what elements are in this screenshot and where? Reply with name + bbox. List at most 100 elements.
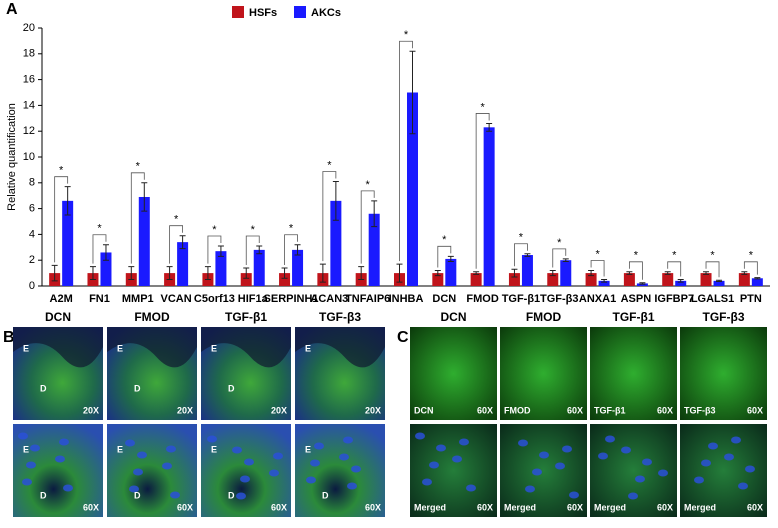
significance-star: * <box>97 223 102 235</box>
stain-label: Merged <box>504 502 536 512</box>
bar <box>598 280 610 286</box>
micrograph <box>680 327 767 420</box>
magnification: 60X <box>657 405 673 415</box>
region-label: D <box>40 383 47 393</box>
stain-label: FMOD <box>504 405 531 415</box>
micrographs: B DCN FMOD TGF-β1 TGF-β3 20X E D 20X E D 20X E D 20X E 6… <box>3 310 767 517</box>
significance-star: * <box>59 165 64 177</box>
x-tick-label: A2M <box>50 293 73 305</box>
bar <box>547 273 559 286</box>
nucleus <box>137 451 147 459</box>
nucleus <box>569 491 579 499</box>
significance-bracket <box>552 248 567 268</box>
bar <box>585 273 597 286</box>
significance-bracket <box>322 171 337 262</box>
nucleus <box>26 461 36 469</box>
nucleus <box>525 485 535 493</box>
error-bar <box>141 182 148 212</box>
stain-label: Merged <box>684 502 716 512</box>
error-bar <box>447 255 454 262</box>
x-tick-label: MMP1 <box>122 293 154 305</box>
y-tick-label: 10 <box>23 151 35 163</box>
error-bar <box>89 266 96 281</box>
nucleus <box>621 446 631 454</box>
region-label: E <box>117 343 123 353</box>
bar <box>700 273 712 286</box>
nucleus <box>343 436 353 444</box>
bar <box>138 196 150 286</box>
significance-bracket <box>437 245 452 268</box>
legend-swatch <box>294 6 306 18</box>
x-tick-label: ACAN3 <box>310 293 348 305</box>
magnification: 20X <box>177 405 193 415</box>
x-tick-label: TGF-β3 <box>540 293 579 305</box>
significance-star: * <box>366 179 371 191</box>
magnification: 20X <box>271 405 287 415</box>
nucleus <box>207 435 217 443</box>
nucleus <box>347 482 357 490</box>
region-label: E <box>211 444 217 454</box>
nucleus <box>555 462 565 470</box>
nucleus <box>694 476 704 484</box>
micrograph <box>500 424 587 517</box>
nucleus <box>306 476 316 484</box>
nucleus <box>708 442 718 450</box>
error-bar <box>473 271 480 275</box>
legend-swatch <box>232 6 244 18</box>
epidermis <box>13 327 103 368</box>
significance-bracket <box>399 40 413 262</box>
bar <box>292 249 304 286</box>
error-bar <box>588 270 595 277</box>
nucleus <box>314 442 324 450</box>
magnification: 60X <box>747 405 763 415</box>
nucleus <box>55 455 65 463</box>
bar-chart: 0 2 4 6 8 10 12 14 16 18 20 HSFs AKCs A2M * FN1 * MMP1 * VC… <box>23 6 770 305</box>
bar <box>713 280 725 286</box>
nucleus <box>628 492 638 500</box>
magnification: 60X <box>365 502 381 512</box>
bar <box>738 273 750 286</box>
error-bar <box>741 271 748 275</box>
nucleus <box>162 462 172 470</box>
significance-star: * <box>519 232 524 244</box>
nucleus <box>63 484 73 492</box>
nucleus <box>429 461 439 469</box>
column-header: TGF-β3 <box>703 310 745 324</box>
error-bar <box>664 271 671 275</box>
stain-label: Merged <box>594 502 626 512</box>
error-bar <box>179 235 186 250</box>
error-bar <box>562 258 569 262</box>
nucleus <box>562 445 572 453</box>
nucleus <box>436 444 446 452</box>
nucleus <box>166 445 176 453</box>
significance-bracket <box>169 225 184 264</box>
significance-bracket <box>245 235 260 265</box>
bar <box>751 278 763 286</box>
x-tick-label: IGFBP7 <box>654 293 694 305</box>
magnification: 20X <box>365 405 381 415</box>
stain-label: TGF-β3 <box>684 405 716 415</box>
significance-star: * <box>595 248 600 260</box>
bar <box>253 249 265 286</box>
significance-star: * <box>404 29 409 41</box>
significance-bracket <box>667 261 682 277</box>
nucleus <box>745 465 755 473</box>
column-header: FMOD <box>526 310 562 324</box>
bar <box>279 273 291 286</box>
error-bar <box>639 282 646 285</box>
significance-star: * <box>289 223 294 235</box>
x-tick-label: VCAN <box>161 293 192 305</box>
micrograph <box>410 327 497 420</box>
magnification: 60X <box>83 502 99 512</box>
magnification: 20X <box>83 405 99 415</box>
error-bar <box>256 245 263 255</box>
nucleus <box>539 451 549 459</box>
y-tick-label: 4 <box>29 228 35 240</box>
bar <box>240 273 252 286</box>
nucleus <box>642 458 652 466</box>
magnification: 60X <box>477 405 493 415</box>
significance-bracket <box>130 172 145 264</box>
region-label: E <box>23 343 29 353</box>
nucleus <box>310 459 320 467</box>
nucleus <box>236 492 246 500</box>
